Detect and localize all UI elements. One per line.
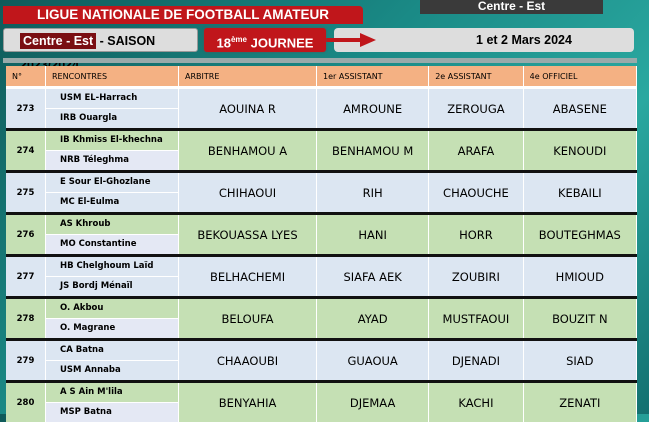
referee: BELOUFA xyxy=(179,298,317,340)
round-box: 18ème JOURNEE xyxy=(204,28,326,52)
referee: AOUINA R xyxy=(179,88,317,130)
assistant-2: ZEROUGA xyxy=(429,88,523,130)
match-number: 280 xyxy=(6,382,46,422)
away-team: IRB Ouargla xyxy=(46,108,178,128)
col-referee: ARBITRE xyxy=(179,66,317,88)
home-team: O. Akbou xyxy=(46,299,178,318)
season-box: Centre - Est - SAISON 2023/2024 xyxy=(3,28,198,52)
match-number: 277 xyxy=(6,256,46,298)
region-label-top: Centre - Est xyxy=(420,0,603,14)
match-number: 276 xyxy=(6,214,46,256)
assistant-2: ZOUBIRI xyxy=(429,256,523,298)
referee-table: N° RENCONTRES ARBITRE 1er ASSISTANT 2e A… xyxy=(6,66,637,422)
col-fourth: 4e OFFICIEL xyxy=(523,66,636,88)
away-team: NRB Téleghma xyxy=(46,150,178,170)
home-team: IB Khmiss El-khechna xyxy=(46,131,178,150)
match-number: 279 xyxy=(6,340,46,382)
assistant-2: MUSTFAOUI xyxy=(429,298,523,340)
assistant-2: ARAFA xyxy=(429,130,523,172)
away-team: MO Constantine xyxy=(46,234,178,254)
round-number: 18 xyxy=(217,35,231,50)
assistant-1: AYAD xyxy=(317,298,429,340)
referee: BENYAHIA xyxy=(179,382,317,422)
assistant-2: HORR xyxy=(429,214,523,256)
col-assistant1: 1er ASSISTANT xyxy=(317,66,429,88)
assistant-2: DJENADI xyxy=(429,340,523,382)
col-num: N° xyxy=(6,66,46,88)
assistant-1: GUAOUA xyxy=(317,340,429,382)
away-team: O. Magrane xyxy=(46,318,178,338)
away-team: MSP Batna xyxy=(46,402,178,422)
away-team: USM Annaba xyxy=(46,360,178,380)
divider xyxy=(3,58,637,63)
home-team: A S Ain M'lila xyxy=(46,383,178,402)
home-team: USM EL-Harrach xyxy=(46,89,178,108)
date-box: 1 et 2 Mars 2024 xyxy=(334,28,634,52)
assistant-1: RIH xyxy=(317,172,429,214)
col-matches: RENCONTRES xyxy=(46,66,179,88)
fourth-official: BOUTEGHMAS xyxy=(523,214,636,256)
fourth-official: KENOUDI xyxy=(523,130,636,172)
assistant-2: CHAOUCHE xyxy=(429,172,523,214)
col-assistant2: 2e ASSISTANT xyxy=(429,66,523,88)
round-label: JOURNEE xyxy=(247,35,313,50)
fourth-official: SIAD xyxy=(523,340,636,382)
match-number: 275 xyxy=(6,172,46,214)
league-title: LIGUE NATIONALE DE FOOTBALL AMATEUR xyxy=(3,6,363,24)
round-suffix: ème xyxy=(231,35,247,44)
fourth-official: ZENATI xyxy=(523,382,636,422)
referee: BENHAMOU A xyxy=(179,130,317,172)
assistant-1: SIAFA AEK xyxy=(317,256,429,298)
table-header: N° RENCONTRES ARBITRE 1er ASSISTANT 2e A… xyxy=(6,66,637,88)
fourth-official: KEBAILI xyxy=(523,172,636,214)
referee: BEKOUASSA LYES xyxy=(179,214,317,256)
home-team: AS Khroub xyxy=(46,215,178,234)
region-tag: Centre - Est xyxy=(20,33,96,49)
fourth-official: HMIOUD xyxy=(523,256,636,298)
fourth-official: BOUZIT N xyxy=(523,298,636,340)
away-team: JS Bordj Ménaïl xyxy=(46,276,178,296)
home-team: E Sour El-Ghozlane xyxy=(46,173,178,192)
fourth-official: ABASENE xyxy=(523,88,636,130)
match-number: 278 xyxy=(6,298,46,340)
assistant-1: AMROUNE xyxy=(317,88,429,130)
home-team: CA Batna xyxy=(46,341,178,360)
assistant-2: KACHI xyxy=(429,382,523,422)
home-team: HB Chelghoum Laïd xyxy=(46,257,178,276)
match-number: 274 xyxy=(6,130,46,172)
referee: CHAAOUBI xyxy=(179,340,317,382)
referee: BELHACHEMI xyxy=(179,256,317,298)
match-number: 273 xyxy=(6,88,46,130)
arrow-right-icon xyxy=(326,33,376,47)
referee: CHIHAOUI xyxy=(179,172,317,214)
assistant-1: BENHAMOU M xyxy=(317,130,429,172)
away-team: MC El-Eulma xyxy=(46,192,178,212)
assistant-1: DJEMAA xyxy=(317,382,429,422)
assistant-1: HANI xyxy=(317,214,429,256)
